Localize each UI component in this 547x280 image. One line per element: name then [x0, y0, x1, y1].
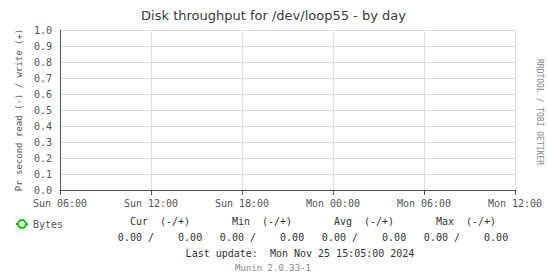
svg-text:0.00 / 0.00: 0.00 / 0.00 [118, 232, 202, 243]
svg-text:Last update: Mon Nov 25 15:05: Last update: Mon Nov 25 15:05:00 2024 [186, 248, 415, 259]
svg-text:0.5: 0.5 [34, 105, 52, 116]
svg-text:RRDTOOL / TOBI OETIKER: RRDTOOL / TOBI OETIKER [535, 59, 544, 165]
svg-text:0.6: 0.6 [34, 89, 52, 100]
svg-text:0.9: 0.9 [34, 41, 52, 52]
svg-text:Avg (-/+): Avg (-/+) [334, 216, 394, 227]
svg-text:Cur (-/+): Cur (-/+) [130, 216, 190, 227]
svg-text:Min (-/+): Min (-/+) [232, 216, 292, 227]
svg-text:0.00 / 0.00: 0.00 / 0.00 [220, 232, 304, 243]
svg-text:Munin 2.0.33-1: Munin 2.0.33-1 [235, 263, 311, 273]
svg-text:Sun 18:00: Sun 18:00 [215, 198, 269, 209]
svg-text:0.0: 0.0 [34, 185, 52, 196]
svg-text:1.0: 1.0 [34, 25, 52, 36]
svg-text:0.4: 0.4 [34, 121, 52, 132]
svg-text:0.3: 0.3 [34, 137, 52, 148]
svg-text:Pr second read (-) / write (+): Pr second read (-) / write (+) [14, 29, 24, 192]
svg-text:Mon 00:00: Mon 00:00 [306, 198, 360, 209]
svg-text:Sun 06:00: Sun 06:00 [33, 198, 87, 209]
svg-text:0.00 / 0.00: 0.00 / 0.00 [322, 232, 406, 243]
svg-text:Mon 12:00: Mon 12:00 [488, 198, 542, 209]
svg-text:Bytes: Bytes [33, 219, 63, 230]
svg-text:0.1: 0.1 [34, 169, 52, 180]
svg-text:Max (-/+): Max (-/+) [436, 216, 496, 227]
svg-text:Sun 12:00: Sun 12:00 [124, 198, 178, 209]
svg-text:0.2: 0.2 [34, 153, 52, 164]
svg-text:Disk throughput for /dev/loop5: Disk throughput for /dev/loop55 - by day [141, 8, 406, 23]
svg-text:0.7: 0.7 [34, 73, 52, 84]
svg-text:Mon 06:00: Mon 06:00 [397, 198, 451, 209]
svg-text:0.8: 0.8 [34, 57, 52, 68]
svg-text:0.00 / 0.00: 0.00 / 0.00 [424, 232, 508, 243]
